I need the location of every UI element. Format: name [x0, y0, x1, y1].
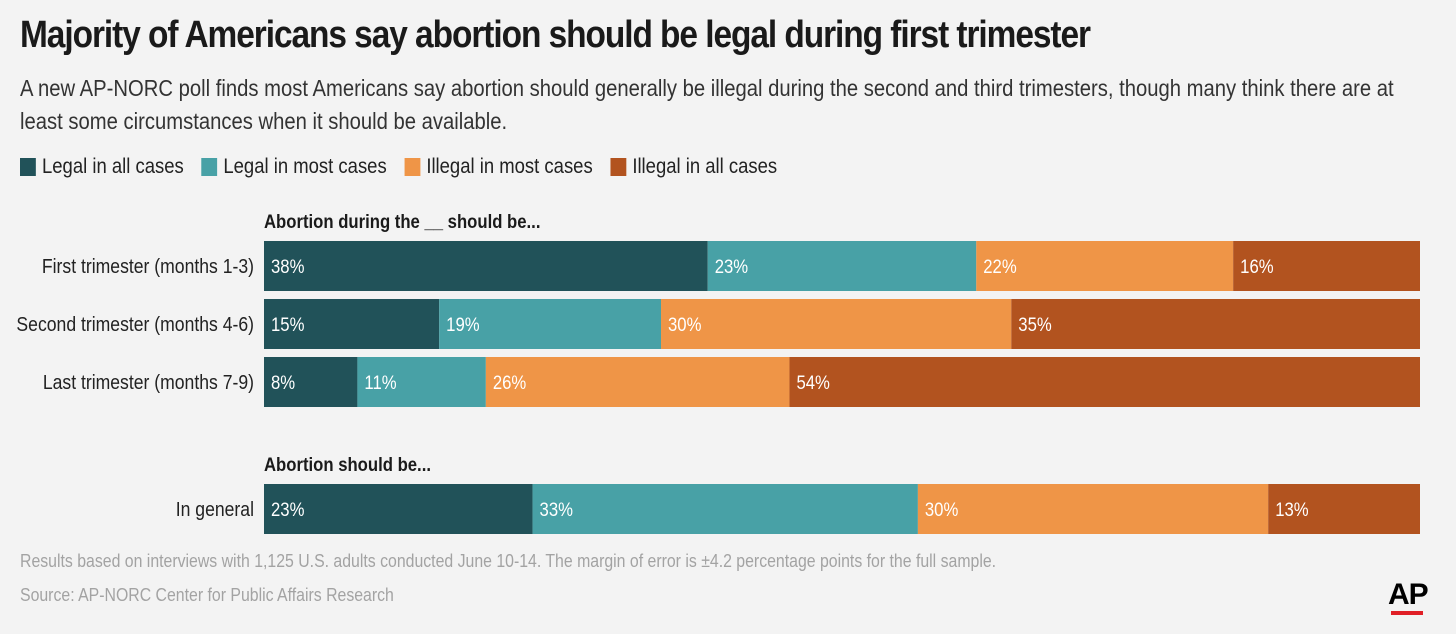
bar-segment	[1011, 299, 1420, 349]
bar-segment	[789, 357, 1420, 407]
legend-swatch	[201, 158, 218, 176]
legend-label: Illegal in all cases	[632, 155, 778, 178]
bar-segment	[661, 299, 1012, 349]
legend-label: Legal in most cases	[223, 155, 387, 178]
row-label: Second trimester (months 4-6)	[16, 313, 254, 335]
legend-swatch	[20, 158, 36, 176]
bar-segment	[264, 484, 533, 534]
legend-swatch	[404, 158, 421, 176]
group-heading: Abortion during the __ should be...	[264, 211, 540, 232]
bar-segment	[264, 357, 358, 407]
source-note: Source: AP-NORC Center for Public Affair…	[20, 585, 394, 605]
bar-value-label: 15%	[271, 314, 305, 335]
legend-item-legal-all: Legal in all cases	[20, 155, 184, 179]
bar-segment	[1233, 241, 1420, 291]
bar-segment	[485, 357, 790, 407]
footnote: Results based on interviews with 1,125 U…	[20, 551, 997, 571]
bar-value-label: 22%	[983, 256, 1017, 277]
bar-segment	[1268, 484, 1420, 534]
legend-label: Illegal in most cases	[426, 155, 593, 178]
chart-title: Majority of Americans say abortion shoul…	[20, 14, 1091, 56]
bar-segment	[357, 357, 486, 407]
bar-segment	[439, 299, 662, 349]
bar-value-label: 13%	[1275, 499, 1309, 520]
legend-item-illegal-most: Illegal in most cases	[404, 155, 593, 179]
bar-value-label: 30%	[668, 314, 702, 335]
bar-value-label: 35%	[1018, 314, 1052, 335]
legend-label: Legal in all cases	[42, 155, 184, 178]
legend: Legal in all cases Legal in most cases I…	[20, 155, 777, 179]
bar-segment	[532, 484, 918, 534]
bar-value-label: 8%	[271, 372, 295, 393]
bar-value-label: 23%	[271, 499, 305, 520]
bar-value-label: 23%	[715, 256, 749, 277]
ap-logo-underline	[1391, 611, 1423, 615]
bar-value-label: 19%	[446, 314, 480, 335]
chart-subtitle: A new AP-NORC poll finds most Americans …	[20, 75, 1394, 134]
ap-logo: AP	[1388, 578, 1429, 611]
bar-segment	[976, 241, 1234, 291]
bar-segment	[917, 484, 1269, 534]
bar-value-label: 16%	[1240, 256, 1274, 277]
legend-item-illegal-all: Illegal in all cases	[610, 155, 777, 179]
row-label: First trimester (months 1-3)	[42, 255, 254, 277]
bar-segment	[264, 241, 708, 291]
bar-value-label: 33%	[540, 499, 574, 520]
bar-value-label: 54%	[796, 372, 830, 393]
legend-item-legal-most: Legal in most cases	[201, 155, 387, 179]
bar-value-label: 26%	[493, 372, 527, 393]
bar-segment	[264, 299, 440, 349]
group-heading: Abortion should be...	[264, 454, 431, 475]
bar-value-label: 11%	[364, 372, 396, 393]
row-label: Last trimester (months 7-9)	[43, 371, 254, 393]
row-label: In general	[176, 498, 254, 520]
bar-value-label: 30%	[925, 499, 959, 520]
legend-swatch	[610, 158, 627, 176]
bar-value-label: 38%	[271, 256, 305, 277]
bar-segment	[707, 241, 977, 291]
